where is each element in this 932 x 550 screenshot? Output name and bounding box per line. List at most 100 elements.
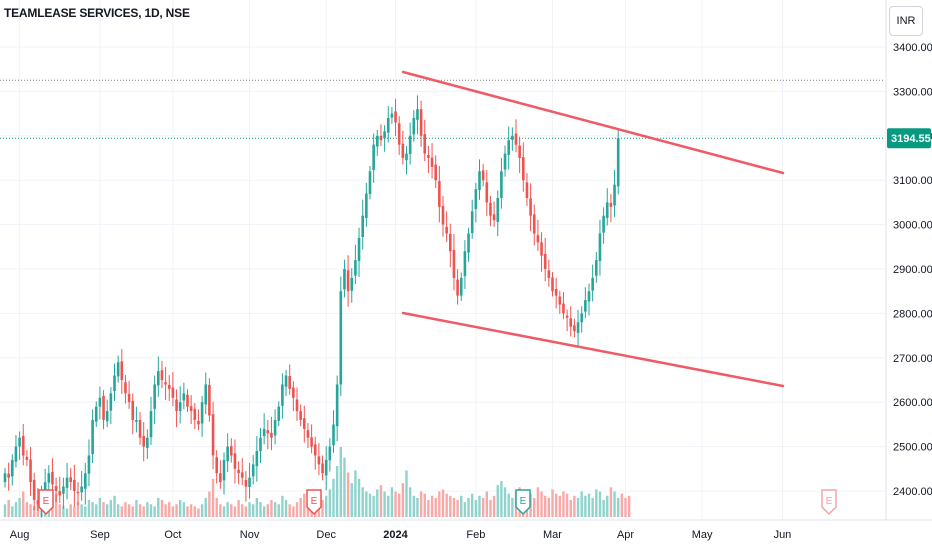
volume-bar — [591, 497, 594, 517]
time-axis[interactable]: Aug Sep Oct Nov Dec 2024 Feb Mar Apr May Jun — [0, 519, 932, 541]
candle — [32, 472, 36, 511]
candle — [306, 423, 310, 448]
candle — [463, 240, 467, 289]
currency-button[interactable]: INR — [889, 6, 923, 36]
volume-bar — [230, 504, 233, 517]
candle — [595, 252, 598, 283]
volume-bar — [138, 504, 142, 517]
candle — [489, 195, 492, 226]
volume-bar — [175, 504, 178, 517]
earnings-icon[interactable]: E — [515, 489, 531, 516]
volume-bar — [507, 493, 510, 517]
candle — [11, 454, 14, 486]
volume-bar — [241, 504, 244, 517]
volume-bar — [438, 491, 441, 517]
volume-bar — [335, 466, 339, 517]
x-tick-label: Aug — [10, 529, 30, 541]
volume-bar — [423, 493, 426, 517]
volume-bar — [113, 495, 116, 517]
channel-trendlines[interactable] — [401, 70, 785, 388]
volume-bar — [211, 478, 215, 517]
candle — [91, 409, 94, 464]
candle — [182, 382, 186, 410]
candle — [25, 450, 29, 467]
volume-bar — [383, 491, 386, 517]
candle — [18, 431, 21, 460]
candle — [153, 375, 156, 424]
volume-bar — [551, 489, 554, 517]
candle — [430, 142, 434, 179]
volume-bar — [116, 504, 120, 517]
volume-bar — [321, 500, 324, 517]
candle — [372, 133, 375, 183]
candle — [62, 477, 65, 509]
price-axis[interactable]: 3400.003300.003200.003100.003000.002900.… — [885, 0, 932, 520]
volume-bar — [606, 495, 609, 517]
volume-bar — [226, 502, 229, 517]
svg-text:E: E — [43, 496, 50, 507]
volume-bar — [328, 489, 332, 517]
candle — [365, 182, 368, 227]
candle — [178, 386, 182, 424]
candle — [540, 232, 543, 272]
candle — [281, 373, 284, 419]
candle — [386, 106, 390, 143]
candle — [29, 447, 32, 496]
earnings-icon[interactable]: E — [821, 489, 837, 516]
candle — [547, 259, 551, 287]
earnings-icon[interactable]: E — [306, 489, 322, 516]
volume-bar — [3, 504, 7, 517]
volume-bar — [485, 491, 488, 517]
volume-bar — [569, 500, 572, 517]
svg-text:3194.55: 3194.55 — [891, 133, 931, 145]
candle — [408, 122, 412, 165]
candle — [438, 165, 441, 223]
y-tick-label: 2800.00 — [893, 308, 932, 320]
volume-bar — [248, 502, 251, 517]
volume-bar — [295, 502, 299, 517]
earnings-icon[interactable]: E — [38, 489, 54, 516]
candle — [459, 272, 463, 301]
volume-bar — [91, 502, 94, 517]
volume-bar — [598, 491, 602, 517]
volume-bar — [554, 493, 558, 517]
candle — [511, 127, 514, 151]
candle — [94, 401, 98, 428]
candle — [87, 439, 91, 487]
candle — [470, 199, 474, 239]
candle — [295, 387, 299, 421]
volume-bar — [157, 497, 160, 517]
volume-bar — [390, 487, 394, 517]
candle — [427, 146, 430, 174]
x-tick-label: Nov — [240, 529, 260, 541]
volume-bar — [14, 502, 18, 517]
candle — [346, 255, 350, 307]
volume-bar — [500, 480, 503, 517]
volume-bar — [186, 506, 189, 517]
candle — [54, 477, 58, 503]
volume-bar — [401, 483, 405, 517]
candle — [65, 463, 69, 500]
volume-bar — [208, 491, 211, 517]
volume-bar — [565, 493, 569, 517]
candle — [379, 124, 383, 147]
volume-bar — [463, 502, 467, 517]
upper-trendline[interactable] — [401, 70, 785, 175]
volume-bar — [511, 497, 514, 517]
volume-bar — [200, 504, 204, 517]
x-tick-label: Feb — [466, 529, 485, 541]
candle — [449, 223, 452, 268]
lower-trendline[interactable] — [401, 311, 785, 388]
volume-bar — [76, 502, 80, 517]
candle — [569, 306, 573, 337]
volume-bar — [602, 500, 605, 517]
reference-lines — [0, 79, 885, 139]
volume-bar — [471, 493, 474, 517]
volume-bar — [584, 495, 587, 517]
candle — [576, 309, 580, 347]
chart-title: TEAMLEASE SERVICES, 1D, NSE — [4, 6, 190, 20]
volume-bar — [233, 506, 237, 517]
volume-bar — [262, 506, 266, 517]
